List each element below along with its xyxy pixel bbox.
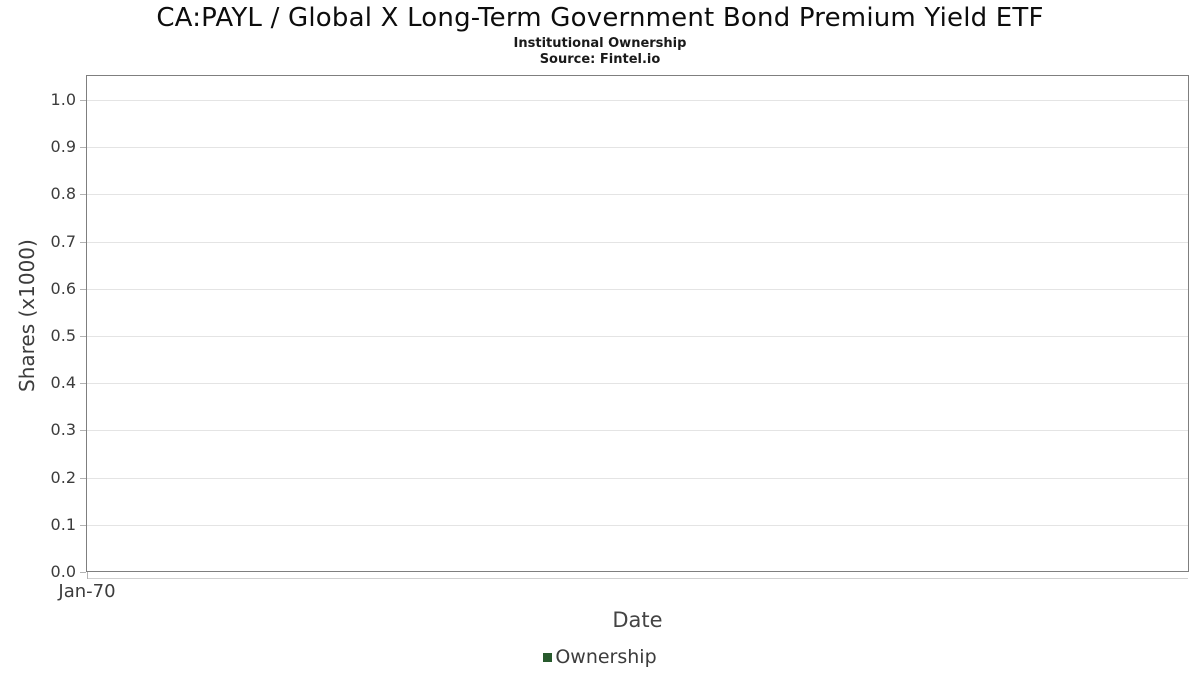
y-tick-label: 1.0 — [50, 90, 76, 109]
y-gridline — [87, 194, 1188, 195]
y-gridline — [87, 383, 1188, 384]
y-tick-mark — [80, 478, 86, 479]
chart-title: CA:PAYL / Global X Long-Term Government … — [156, 3, 1044, 33]
legend-series-marker-icon — [543, 652, 553, 662]
chart-source: Source: Fintel.io — [539, 52, 661, 67]
y-tick-label: 0.8 — [50, 184, 76, 203]
y-tick-mark — [80, 430, 86, 431]
y-tick-label: 0.0 — [50, 562, 76, 581]
y-tick-label: 0.5 — [50, 326, 76, 345]
x-tick-label: Jan-70 — [58, 581, 116, 602]
y-gridline — [87, 289, 1188, 290]
plot-area — [86, 75, 1189, 572]
y-tick-label: 0.2 — [50, 468, 76, 487]
x-tick-mark — [87, 572, 88, 579]
chart-subtitle: Institutional Ownership — [513, 36, 687, 51]
y-gridline — [87, 147, 1188, 148]
y-tick-label: 0.1 — [50, 515, 76, 534]
legend-item-ownership[interactable]: Ownership — [543, 646, 657, 668]
y-tick-mark — [80, 289, 86, 290]
y-gridline — [87, 430, 1188, 431]
y-tick-mark — [80, 572, 86, 573]
y-gridline — [87, 100, 1188, 101]
y-axis-title: Shares (x1000) — [15, 239, 39, 392]
y-tick-label: 0.6 — [50, 279, 76, 298]
y-tick-mark — [80, 242, 86, 243]
y-tick-label: 0.3 — [50, 420, 76, 439]
y-gridline — [87, 525, 1188, 526]
y-tick-mark — [80, 100, 86, 101]
y-gridline — [87, 336, 1188, 337]
x-axis-title: Date — [612, 608, 663, 632]
legend-series-label: Ownership — [555, 646, 657, 668]
y-gridline — [87, 478, 1188, 479]
y-gridline — [87, 242, 1188, 243]
y-tick-mark — [80, 194, 86, 195]
y-tick-label: 0.4 — [50, 373, 76, 392]
y-tick-mark — [80, 383, 86, 384]
legend: Ownership — [0, 646, 1200, 668]
y-tick-label: 0.9 — [50, 137, 76, 156]
y-tick-mark — [80, 336, 86, 337]
y-tick-label: 0.7 — [50, 232, 76, 251]
x-axis-line — [87, 578, 1188, 579]
y-tick-mark — [80, 147, 86, 148]
y-tick-mark — [80, 525, 86, 526]
